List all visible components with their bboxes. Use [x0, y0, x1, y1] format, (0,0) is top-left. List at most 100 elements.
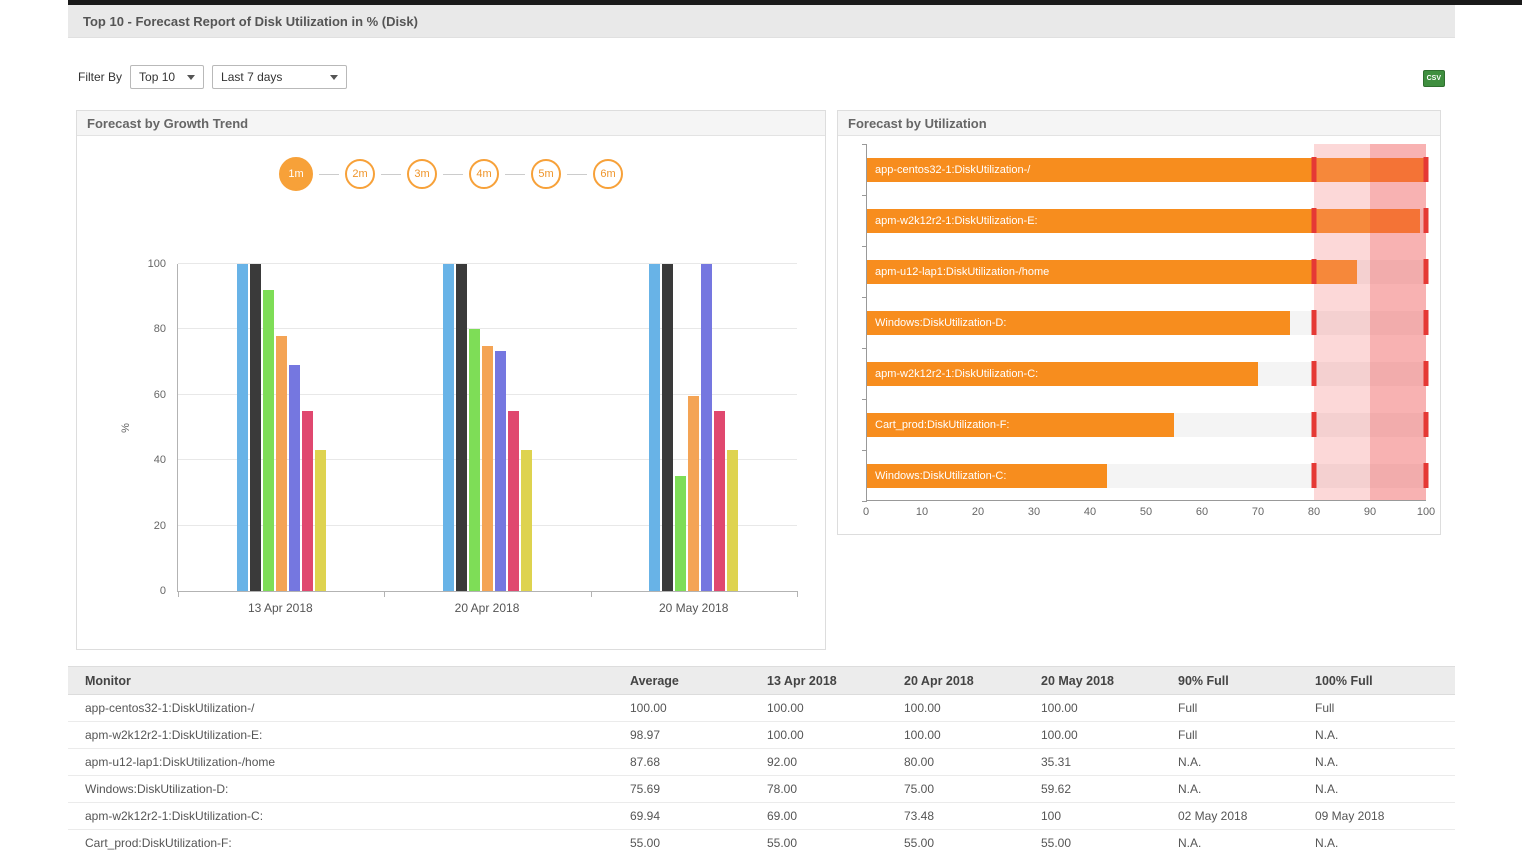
export-csv-button[interactable]: CSV	[1422, 67, 1445, 87]
y-axis-tick-label: 60	[153, 388, 166, 401]
y-axis-tick	[862, 450, 867, 451]
monitor-name-cell: apm-w2k12r2-1:DiskUtilization-E:	[85, 728, 263, 742]
growth-trend-chart: % 0 20 40 60 80 100	[120, 258, 798, 597]
y-axis-tick-label: 40	[153, 454, 166, 467]
growth-bar[interactable]	[442, 264, 454, 591]
page-title: Top 10 - Forecast Report of Disk Utiliza…	[83, 13, 418, 29]
growth-bar[interactable]	[455, 264, 467, 591]
utilization-bar[interactable]: apm-w2k12r2-1:DiskUtilization-C:	[867, 361, 1258, 386]
growth-bar[interactable]	[701, 264, 713, 591]
utilization-bar-label: apm-u12-lap1:DiskUtilization-/home	[875, 265, 1050, 278]
bar-track: Windows:DiskUtilization-D:	[867, 310, 1426, 335]
report-container: Top 10 - Forecast Report of Disk Utiliza…	[68, 5, 1455, 852]
utilization-bar-label: apm-w2k12r2-1:DiskUtilization-E:	[875, 214, 1038, 227]
value-cell: 87.68	[630, 755, 661, 769]
growth-bar[interactable]	[727, 450, 739, 591]
y-axis-label: %	[119, 423, 132, 433]
table-column-header[interactable]: Average	[630, 673, 679, 688]
y-axis-tick-label: 0	[159, 585, 166, 597]
y-axis-tick-label: 80	[153, 323, 166, 336]
value-cell: 80.00	[904, 755, 935, 769]
utilization-bar[interactable]: apm-u12-lap1:DiskUtilization-/home	[867, 259, 1358, 284]
growth-bar[interactable]	[301, 411, 313, 591]
bar-groups	[178, 264, 797, 591]
value-cell: 78.00	[767, 782, 798, 796]
utilization-bar[interactable]: Windows:DiskUtilization-D:	[867, 310, 1291, 335]
bar-track: Cart_prod:DiskUtilization-F:	[867, 412, 1426, 437]
value-cell: 100	[1041, 809, 1062, 823]
period-selected-value: Last 7 days	[221, 70, 283, 84]
growth-bar[interactable]	[275, 335, 287, 591]
growth-plot-area: 0 20 40 60 80 100	[148, 258, 798, 597]
y-axis-tick	[862, 399, 867, 400]
chevron-down-icon	[330, 74, 339, 80]
value-cell: N.A.	[1315, 728, 1339, 742]
x-axis-tick-label: 0	[862, 506, 870, 518]
y-axis-tick	[862, 144, 867, 145]
value-cell: 69.00	[767, 809, 798, 823]
month-option-2m[interactable]: 2m	[345, 159, 375, 189]
growth-bar[interactable]	[236, 264, 248, 591]
table-column-header[interactable]: 20 Apr 2018	[904, 673, 974, 688]
growth-bar[interactable]	[662, 264, 674, 591]
value-cell: Full	[1178, 728, 1198, 742]
top-n-select[interactable]: Top 10	[130, 65, 205, 89]
value-cell: 35.31	[1041, 755, 1072, 769]
table-column-header[interactable]: 100% Full	[1315, 673, 1373, 688]
growth-bar[interactable]	[249, 264, 261, 591]
value-cell: Full	[1315, 701, 1335, 715]
growth-bar[interactable]	[494, 350, 506, 591]
monitor-name-cell: Windows:DiskUtilization-D:	[85, 782, 229, 796]
growth-bar[interactable]	[314, 450, 326, 591]
utilization-row: apm-u12-lap1:DiskUtilization-/home	[867, 246, 1426, 297]
value-cell: Full	[1178, 701, 1198, 715]
month-option-6m[interactable]: 6m	[593, 159, 623, 189]
month-option-1m[interactable]: 1m	[279, 157, 313, 191]
month-option-3m[interactable]: 3m	[407, 159, 437, 189]
utilization-bar[interactable]: app-centos32-1:DiskUtilization-/	[867, 157, 1426, 182]
monitor-name-cell: app-centos32-1:DiskUtilization-/	[85, 701, 255, 715]
growth-panel-title: Forecast by Growth Trend	[77, 111, 825, 136]
report-title-bar: Top 10 - Forecast Report of Disk Utiliza…	[68, 5, 1455, 38]
table-column-header[interactable]: 13 Apr 2018	[767, 673, 837, 688]
growth-bar[interactable]	[688, 396, 700, 591]
utilization-bar[interactable]: Windows:DiskUtilization-C:	[867, 463, 1108, 488]
growth-bar[interactable]	[507, 411, 519, 591]
value-cell: 100.00	[630, 701, 667, 715]
y-axis-tick	[862, 348, 867, 349]
growth-bar[interactable]	[468, 329, 480, 591]
value-cell: 73.48	[904, 809, 935, 823]
growth-bar[interactable]	[481, 345, 493, 591]
growth-bar[interactable]	[262, 290, 274, 591]
month-option-5m[interactable]: 5m	[531, 159, 561, 189]
x-axis-tick-label: 50	[1139, 506, 1153, 518]
table-column-header[interactable]: 90% Full	[1178, 673, 1229, 688]
utilization-row: apm-w2k12r2-1:DiskUtilization-E:	[867, 195, 1426, 246]
x-axis-tick-label: 80	[1307, 506, 1321, 518]
value-cell: 100.00	[1041, 728, 1078, 742]
table-column-header[interactable]: 20 May 2018	[1041, 673, 1114, 688]
value-cell: 69.94	[630, 809, 661, 823]
value-cell: 100.00	[904, 701, 941, 715]
value-cell: 55.00	[767, 836, 798, 850]
x-axis-tick	[590, 591, 592, 597]
y-axis-tick	[862, 297, 867, 298]
value-cell: 75.00	[904, 782, 935, 796]
period-select[interactable]: Last 7 days	[212, 65, 348, 89]
growth-bar[interactable]	[520, 450, 532, 591]
utilization-panel: Forecast by Utilization app-centos32-1:D…	[837, 110, 1441, 535]
table-row: apm-u12-lap1:DiskUtilization-/home 87.68 9…	[68, 749, 1455, 776]
chevron-down-icon	[187, 74, 196, 80]
bar-group	[384, 264, 590, 591]
utilization-bar-label: apm-w2k12r2-1:DiskUtilization-C:	[875, 367, 1039, 380]
growth-bar[interactable]	[714, 411, 726, 591]
growth-bar[interactable]	[288, 365, 300, 591]
utilization-bar[interactable]: Cart_prod:DiskUtilization-F:	[867, 412, 1175, 437]
month-option-4m[interactable]: 4m	[469, 159, 499, 189]
utilization-bar-label: Windows:DiskUtilization-D:	[875, 316, 1007, 329]
table-row: Cart_prod:DiskUtilization-F: 55.00 55.00 55…	[68, 830, 1455, 852]
utilization-bar[interactable]: apm-w2k12r2-1:DiskUtilization-E:	[867, 208, 1421, 233]
growth-bar[interactable]	[675, 475, 687, 591]
growth-bar[interactable]	[649, 264, 661, 591]
table-column-header[interactable]: Monitor	[85, 673, 131, 688]
